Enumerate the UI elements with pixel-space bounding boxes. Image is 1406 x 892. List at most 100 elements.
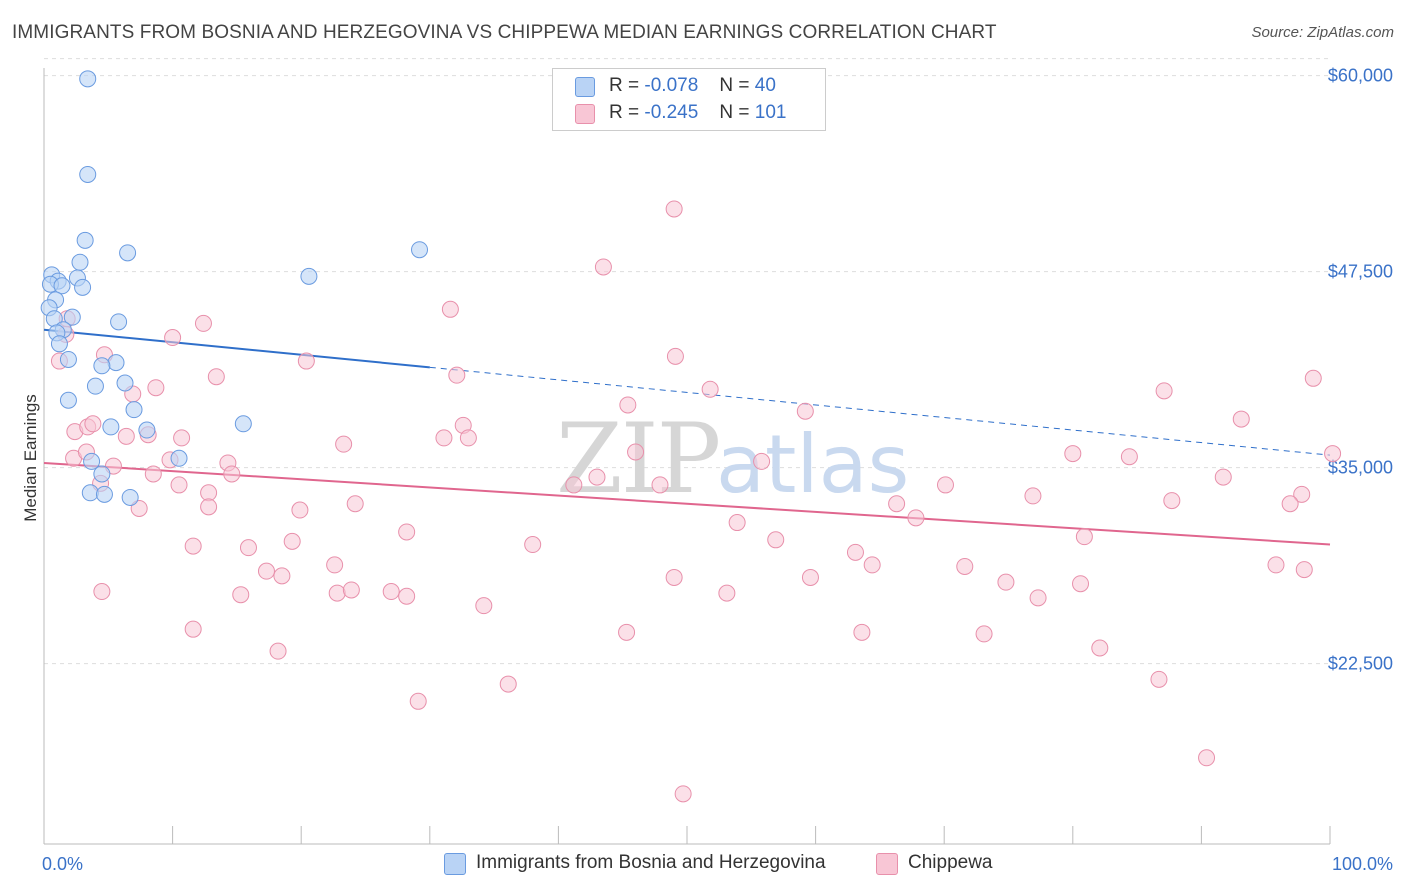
bosnia-point <box>71 253 89 271</box>
chippewa-point <box>674 785 692 803</box>
bosnia-point <box>125 401 143 419</box>
chippewa-point <box>328 584 346 602</box>
bosnia-point <box>234 415 252 433</box>
chippewa-point <box>801 568 819 586</box>
chippewa-point <box>796 402 814 420</box>
legend-r-label: R = <box>609 102 640 123</box>
chippewa-point <box>435 429 453 447</box>
legend-r-label: R = <box>609 75 640 96</box>
chippewa-point <box>144 465 162 483</box>
chippewa-point <box>1295 561 1313 579</box>
chippewa-point <box>200 498 218 516</box>
chippewa-point <box>441 300 459 318</box>
chippewa-point <box>594 258 612 276</box>
chart-title: IMMIGRANTS FROM BOSNIA AND HERZEGOVINA V… <box>12 22 997 43</box>
bosnia-point <box>170 449 188 467</box>
bosnia-point <box>79 70 97 88</box>
chippewa-point <box>170 476 188 494</box>
bosnia-point <box>110 313 128 331</box>
chippewa-point <box>475 597 493 615</box>
chippewa-point <box>184 537 202 555</box>
chippewa-point <box>997 573 1015 591</box>
bosnia-point <box>63 308 81 326</box>
chippewa-point <box>651 476 669 494</box>
bosnia-point <box>411 241 429 259</box>
x-tick-label-max: 100.0% <box>1332 854 1393 874</box>
bosnia-point <box>116 374 134 392</box>
bosnia-point <box>95 485 113 503</box>
bosnia-point <box>86 377 104 395</box>
chippewa-point <box>665 568 683 586</box>
chippewa-point <box>232 586 250 604</box>
chippewa-point <box>398 587 416 605</box>
chippewa-point <box>975 625 993 643</box>
chippewa-point <box>273 567 291 585</box>
chippewa-point <box>1232 410 1250 428</box>
bosnia-point <box>107 354 125 372</box>
bosnia-point <box>59 350 77 368</box>
chippewa-point <box>130 499 148 517</box>
chippewa-point <box>1267 556 1285 574</box>
chippewa-point <box>627 443 645 461</box>
y-tick-label: $47,500 <box>1328 262 1393 282</box>
chippewa-point <box>888 495 906 513</box>
y-tick-label: $60,000 <box>1328 66 1393 86</box>
bosnia-point <box>53 277 71 295</box>
chippewa-point <box>718 584 736 602</box>
watermark-atlas: atlas <box>716 418 909 511</box>
x-tick-label-min: 0.0% <box>42 854 83 874</box>
chippewa-point <box>1024 487 1042 505</box>
chippewa-point <box>936 476 954 494</box>
bosnia-point <box>119 244 137 262</box>
chippewa-point <box>459 429 477 447</box>
bottom-legend-swatch-bosnia <box>444 853 466 875</box>
chippewa-point <box>1304 369 1322 387</box>
bosnia-point <box>83 452 101 470</box>
bosnia-point <box>93 465 111 483</box>
bosnia-trend-line <box>43 328 430 369</box>
chippewa-point <box>524 536 542 554</box>
y-tick-label: $22,500 <box>1328 654 1393 674</box>
chippewa-point <box>269 642 287 660</box>
bosnia-point <box>121 488 139 506</box>
chippewa-point <box>1150 670 1168 688</box>
chippewa-point <box>588 468 606 486</box>
chippewa-point <box>223 465 241 483</box>
chippewa-point <box>1155 382 1173 400</box>
chippewa-point <box>728 514 746 532</box>
chippewa-point <box>346 495 364 513</box>
legend-swatch-chippewa <box>575 104 595 124</box>
chippewa-point <box>665 200 683 218</box>
chippewa-point <box>1324 445 1342 463</box>
chippewa-point <box>1029 589 1047 607</box>
chippewa-point <box>846 543 864 561</box>
legend-n-value-bosnia: 40 <box>754 75 776 96</box>
bottom-legend-label-bosnia: Immigrants from Bosnia and Herzegovina <box>476 852 826 873</box>
data-points <box>40 70 1342 803</box>
chippewa-point <box>853 623 871 641</box>
chippewa-point <box>409 692 427 710</box>
chippewa-point <box>1293 485 1311 503</box>
chippewa-point <box>326 556 344 574</box>
bosnia-point <box>76 231 94 249</box>
chippewa-point <box>382 583 400 601</box>
chippewa-point <box>1072 575 1090 593</box>
chippewa-point <box>1075 528 1093 546</box>
chippewa-point <box>291 501 309 519</box>
chippewa-point <box>619 396 637 414</box>
chippewa-trend-line <box>43 461 1331 546</box>
chippewa-point <box>184 620 202 638</box>
chippewa-point <box>173 429 191 447</box>
chippewa-point <box>448 366 466 384</box>
axes <box>43 68 1331 845</box>
chippewa-point <box>565 476 583 494</box>
bosnia-point <box>102 418 120 436</box>
chippewa-point <box>1214 468 1232 486</box>
bosnia-point <box>138 421 156 439</box>
bosnia-point <box>50 335 68 353</box>
bosnia-point <box>81 484 99 502</box>
bosnia-point <box>79 165 97 183</box>
chippewa-point <box>666 347 684 365</box>
chippewa-point <box>1120 448 1138 466</box>
chippewa-point <box>398 523 416 541</box>
